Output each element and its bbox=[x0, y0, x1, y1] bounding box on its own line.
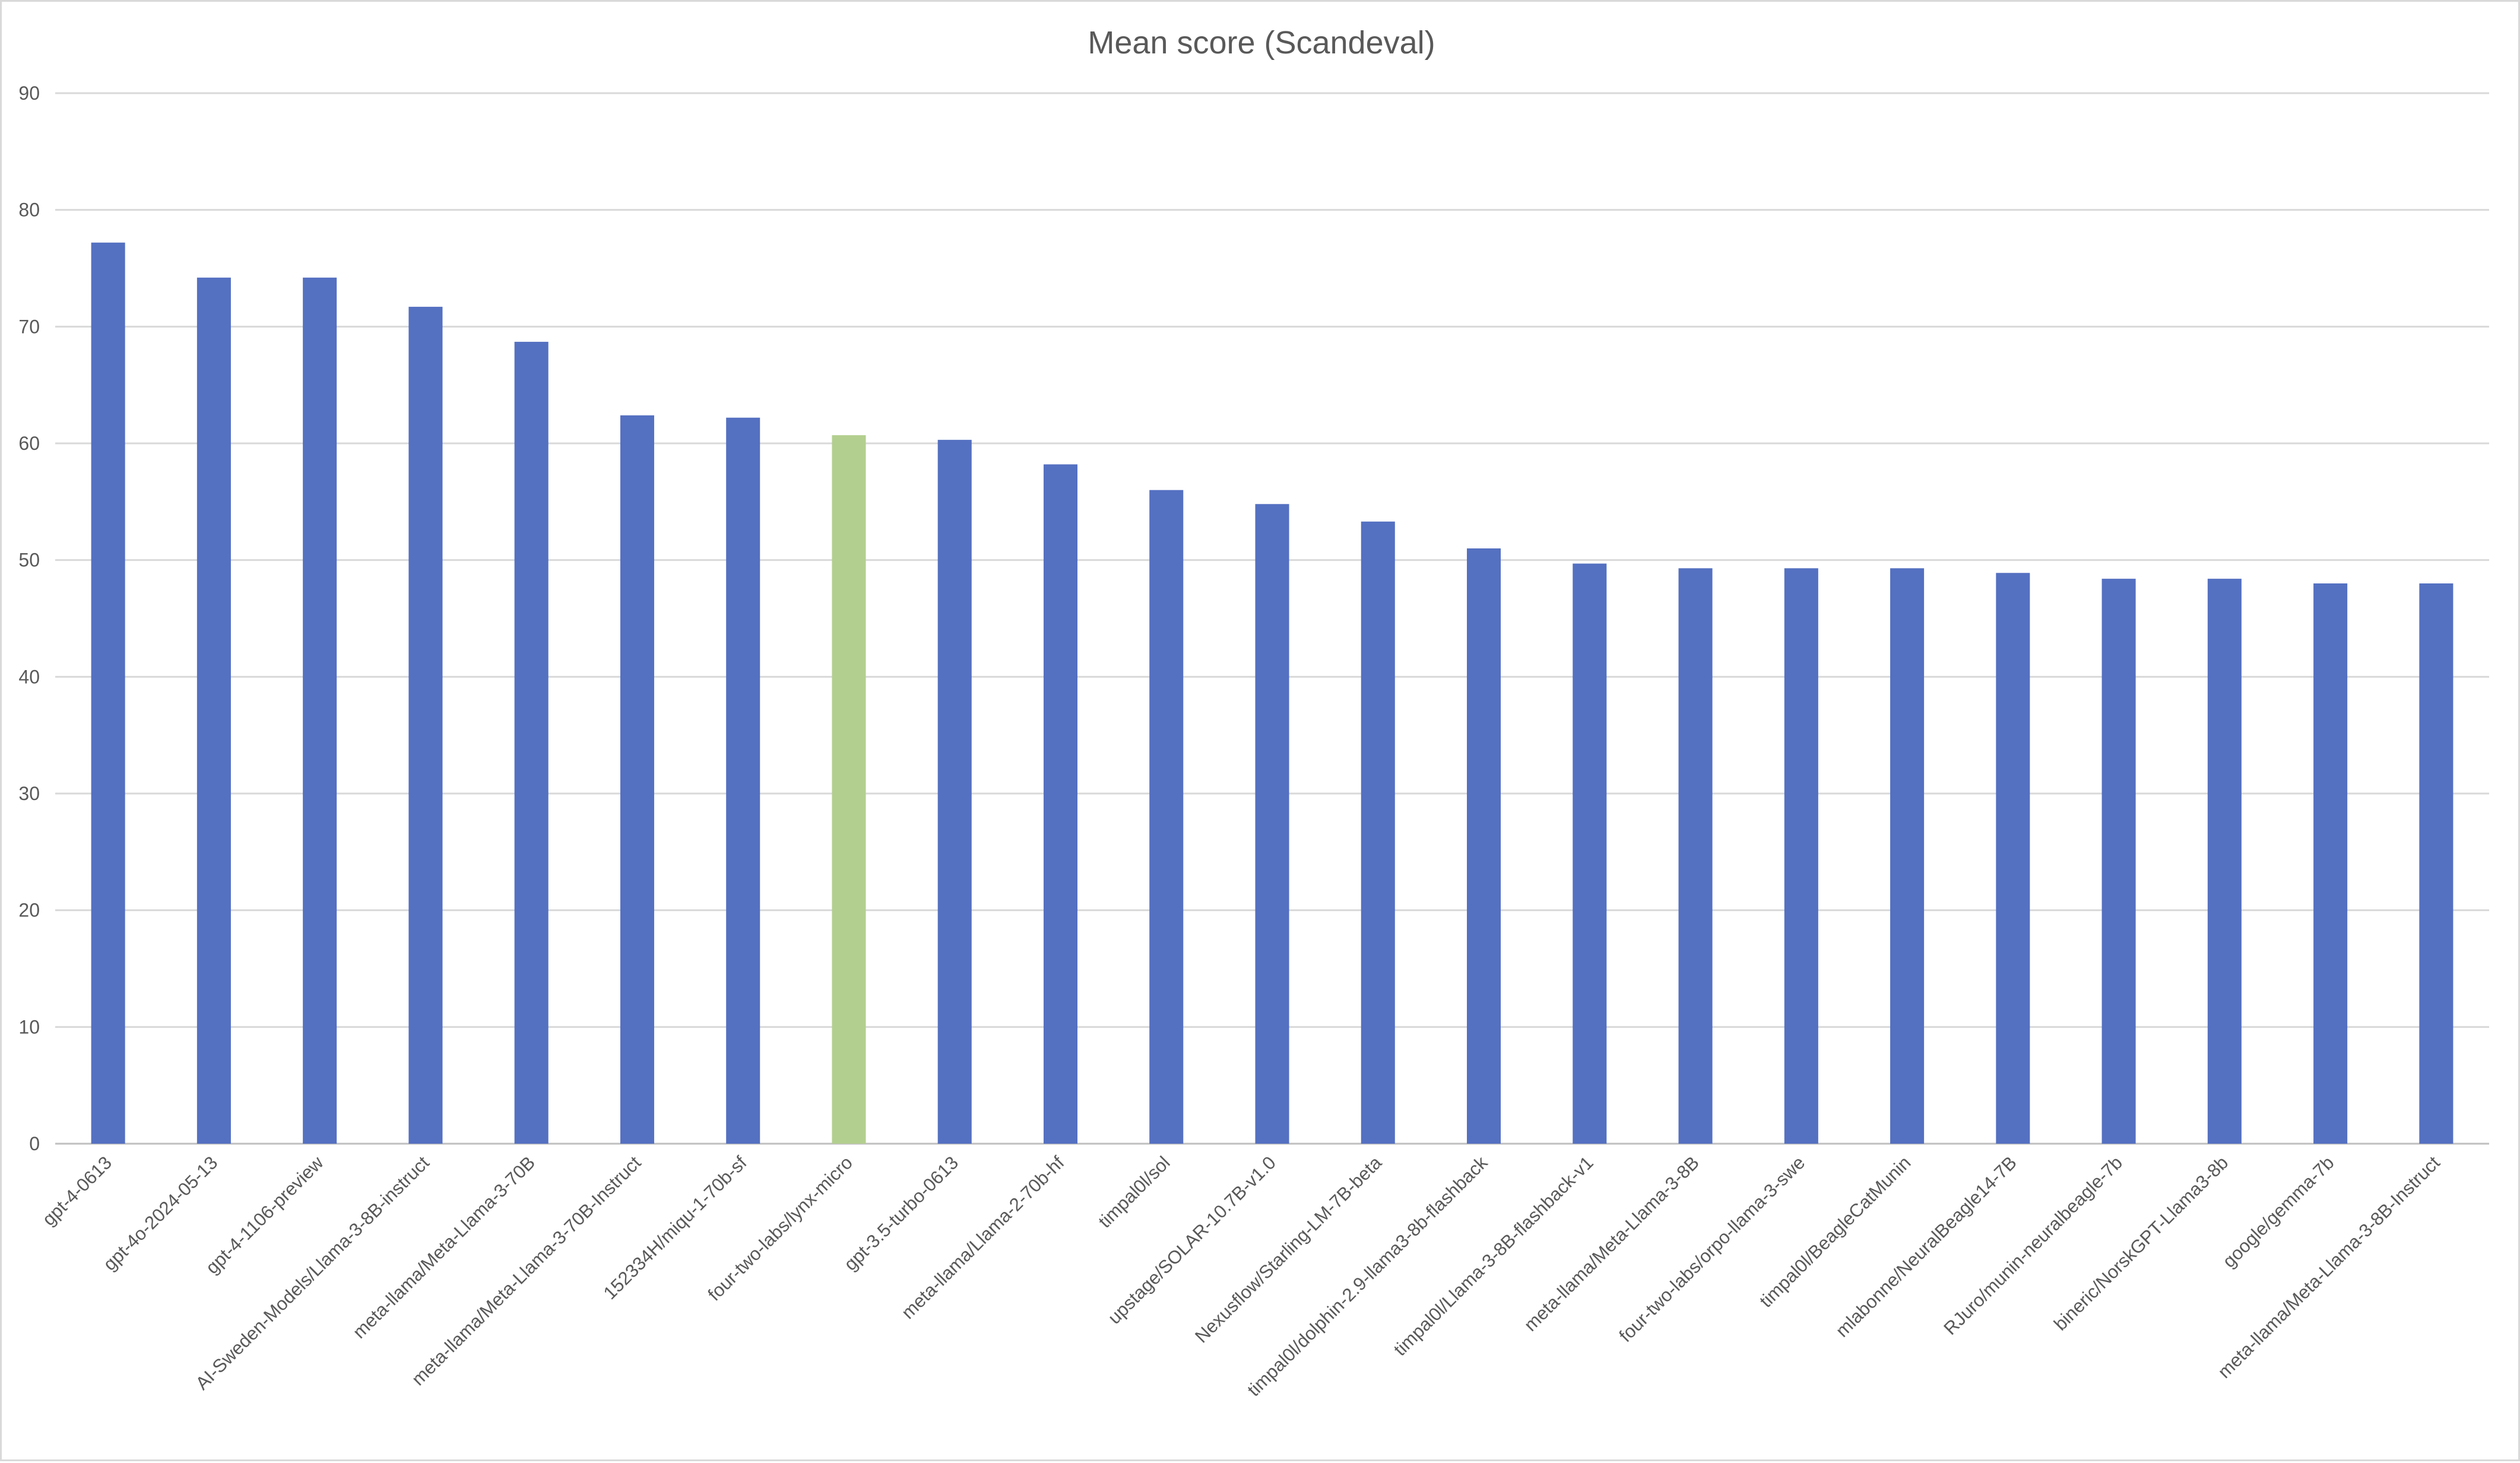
bar bbox=[1678, 568, 1713, 1144]
y-tick-label: 90 bbox=[18, 82, 40, 104]
x-tick-label: meta-llama/Meta-Llama-3-70B bbox=[348, 1152, 539, 1343]
bar bbox=[726, 417, 760, 1144]
y-tick-label: 30 bbox=[18, 783, 40, 804]
bar bbox=[303, 277, 337, 1144]
x-tick-label: meta-llama/Meta-Llama-3-8B-Instruct bbox=[2214, 1152, 2444, 1382]
bar bbox=[514, 341, 549, 1144]
x-tick-label: gpt-4o-2024-05-13 bbox=[99, 1152, 221, 1274]
x-axis-ticks: gpt-4-0613gpt-4o-2024-05-13gpt-4-1106-pr… bbox=[38, 1152, 2444, 1401]
x-tick-label: meta-llama/Meta-Llama-3-70B-Instruct bbox=[407, 1152, 645, 1389]
x-tick-label: mlabonne/NeuralBeagle14-7B bbox=[1831, 1152, 2020, 1341]
bar bbox=[1467, 548, 1501, 1144]
bar bbox=[620, 415, 654, 1144]
x-tick-label: bineric/NorskGPT-Llama3-8b bbox=[2050, 1152, 2232, 1334]
bar bbox=[1996, 573, 2030, 1144]
bar bbox=[1149, 490, 1184, 1144]
y-axis-ticks: 0 10 20 30 40 50 60 70 80 90 bbox=[18, 82, 40, 1154]
bar bbox=[2313, 583, 2348, 1144]
x-tick-label: timpal0l/dolphin-2.9-llama3-8b-flashback bbox=[1243, 1152, 1492, 1401]
bar bbox=[937, 440, 972, 1144]
bar bbox=[1255, 504, 1289, 1144]
y-tick-label: 20 bbox=[18, 900, 40, 921]
y-tick-label: 70 bbox=[18, 316, 40, 337]
x-tick-label: gpt-4-1106-preview bbox=[202, 1152, 328, 1278]
x-tick-label: four-two-labs/orpo-llama-3-swe bbox=[1615, 1152, 1809, 1346]
bar bbox=[1890, 568, 1925, 1144]
bar bbox=[2101, 579, 2136, 1144]
y-tick-label: 50 bbox=[18, 550, 40, 571]
bar bbox=[1573, 563, 1607, 1144]
bar bbox=[1043, 464, 1077, 1144]
bar bbox=[2207, 579, 2242, 1144]
bars bbox=[91, 242, 2454, 1144]
y-tick-label: 10 bbox=[18, 1016, 40, 1037]
x-tick-label: timpal0l/Llama-3-8B-flashback-v1 bbox=[1390, 1152, 1597, 1360]
x-tick-label: gpt-4-0613 bbox=[38, 1152, 116, 1230]
x-tick-label: AI-Sweden-Models/Llama-3-8B-instruct bbox=[192, 1152, 434, 1394]
bar bbox=[1361, 521, 1395, 1144]
bar bbox=[1784, 568, 1818, 1144]
x-tick-label: gpt-3.5-turbo-0613 bbox=[840, 1152, 962, 1274]
x-tick-label: Nexusflow/Starling-LM-7B-beta bbox=[1191, 1152, 1386, 1347]
x-tick-label: google/gemma-7b bbox=[2218, 1152, 2338, 1271]
bar bbox=[2419, 583, 2454, 1144]
x-tick-label: RJuro/munin-neuralbeagle-7b bbox=[1939, 1152, 2126, 1339]
bar bbox=[91, 242, 125, 1144]
y-tick-label: 60 bbox=[18, 433, 40, 454]
y-tick-label: 0 bbox=[29, 1133, 40, 1154]
y-tick-label: 40 bbox=[18, 666, 40, 687]
x-tick-label: timpal0l/sol bbox=[1094, 1152, 1174, 1232]
x-tick-label: upstage/SOLAR-10.7B-v1.0 bbox=[1104, 1152, 1279, 1328]
x-tick-label: meta-llama/Meta-Llama-3-8B bbox=[1520, 1152, 1703, 1335]
bar bbox=[196, 277, 231, 1144]
bar bbox=[408, 306, 443, 1144]
chart-title: Mean score (Scandeval) bbox=[1088, 25, 1435, 61]
y-tick-label: 80 bbox=[18, 199, 40, 221]
bar bbox=[832, 435, 866, 1144]
